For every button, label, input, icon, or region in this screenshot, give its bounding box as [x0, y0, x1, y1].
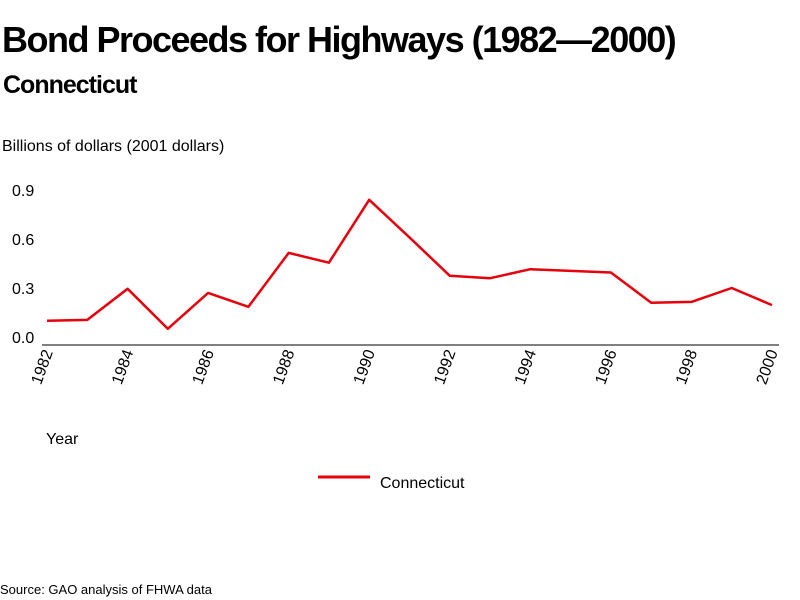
x-tick-label: 1992 [431, 347, 459, 386]
series-group [46, 198, 773, 331]
chart-title: Bond Proceeds for Highways (1982—2000) [2, 19, 676, 60]
x-tick-labels: 1982 1984 1986 1988 1990 1992 1994 1996 1998 2000 [29, 347, 782, 386]
chart-subtitle: Connecticut [3, 71, 138, 99]
x-tick-label: 1986 [190, 347, 218, 386]
x-tick-label: 1988 [270, 347, 298, 386]
x-tick-label: 1990 [351, 347, 379, 386]
source-note: Source: GAO analysis of FHWA data [0, 582, 213, 597]
legend: Connecticut [318, 475, 465, 492]
y-axis-label: Billions of dollars (2001 dollars) [2, 138, 224, 155]
y-tick-label: 0.3 [12, 281, 34, 298]
x-tick-label: 1998 [673, 347, 701, 386]
x-tick-label: 1984 [109, 347, 137, 386]
x-tick-label: 1994 [512, 347, 540, 386]
x-tick-label: 2000 [754, 347, 782, 386]
x-tick-label: 1996 [592, 347, 620, 386]
y-tick-label: 0.6 [12, 232, 34, 249]
y-tick-label: 0.9 [12, 183, 34, 200]
y-tick-label: 0.0 [12, 330, 34, 347]
series-line-connecticut [46, 198, 773, 331]
x-tick-label: 1982 [29, 347, 57, 386]
x-axis-label: Year [46, 431, 79, 448]
legend-label: Connecticut [380, 475, 465, 492]
y-tick-labels: 0.0 0.3 0.6 0.9 [12, 183, 34, 347]
